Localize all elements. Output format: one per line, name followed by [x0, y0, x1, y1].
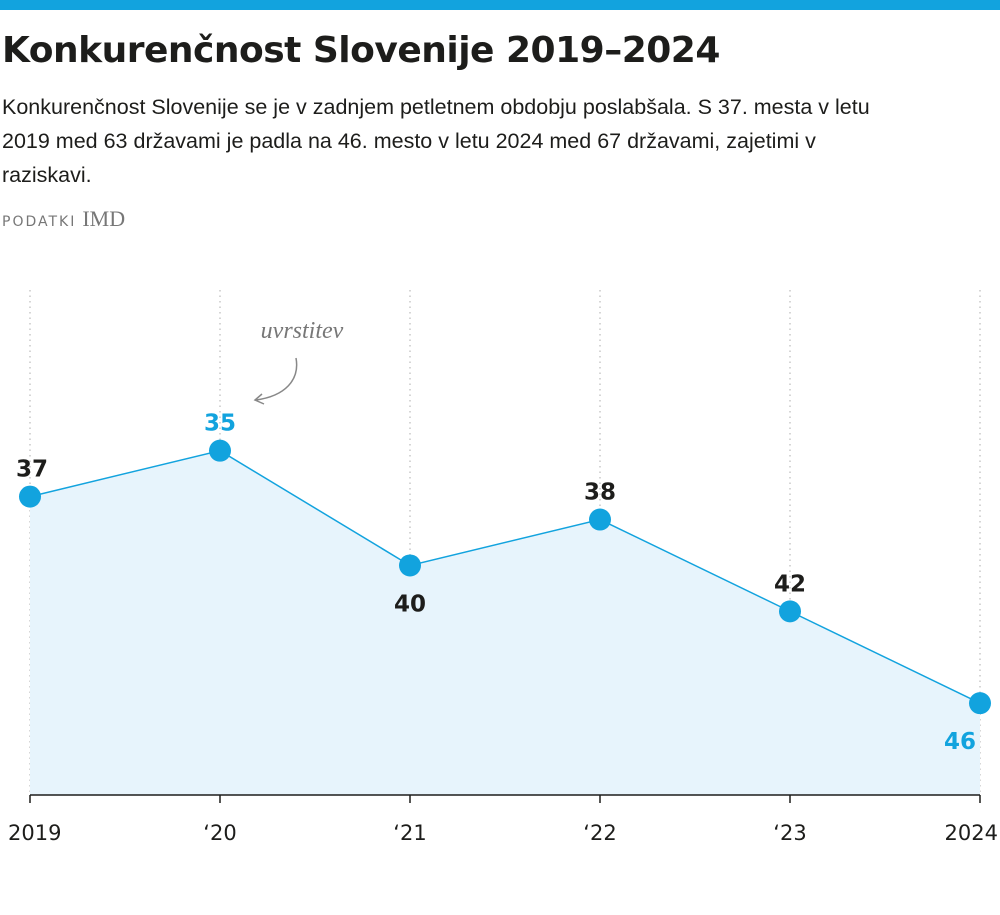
area [30, 450, 980, 795]
annotation: uvrstitev [261, 318, 344, 344]
point [209, 439, 231, 462]
x-tick-label: 2024 [945, 821, 998, 845]
value-label: 38 [584, 480, 616, 506]
chart-title: Konkurenčnost Slovenije 2019–2024 [2, 30, 720, 71]
point [399, 554, 421, 577]
value-label: 46 [944, 729, 976, 755]
top-bar [0, 0, 1000, 10]
x-tick-label: ‘21 [393, 821, 426, 845]
point [779, 600, 801, 623]
point [589, 508, 611, 531]
source: PODATKI IMD [2, 206, 125, 232]
x-tick-label: ‘23 [773, 821, 806, 845]
point [969, 692, 991, 715]
x-tick-label: ‘20 [203, 821, 236, 845]
x-tick-label: ‘22 [583, 821, 616, 845]
x-tick-label: 2019 [8, 821, 61, 845]
point [19, 485, 41, 508]
chart-subtitle: Konkurenčnost Slovenije se je v zadnjem … [2, 95, 870, 187]
value-label: 40 [394, 591, 426, 617]
source-label: PODATKI [2, 214, 77, 230]
source-name: IMD [82, 206, 126, 231]
line [29, 449, 981, 704]
value-label: 35 [204, 411, 236, 437]
value-label: 37 [16, 457, 48, 483]
annotation-arrowhead [253, 393, 265, 405]
value-label: 42 [774, 571, 806, 597]
annotation-arrow [255, 357, 298, 401]
